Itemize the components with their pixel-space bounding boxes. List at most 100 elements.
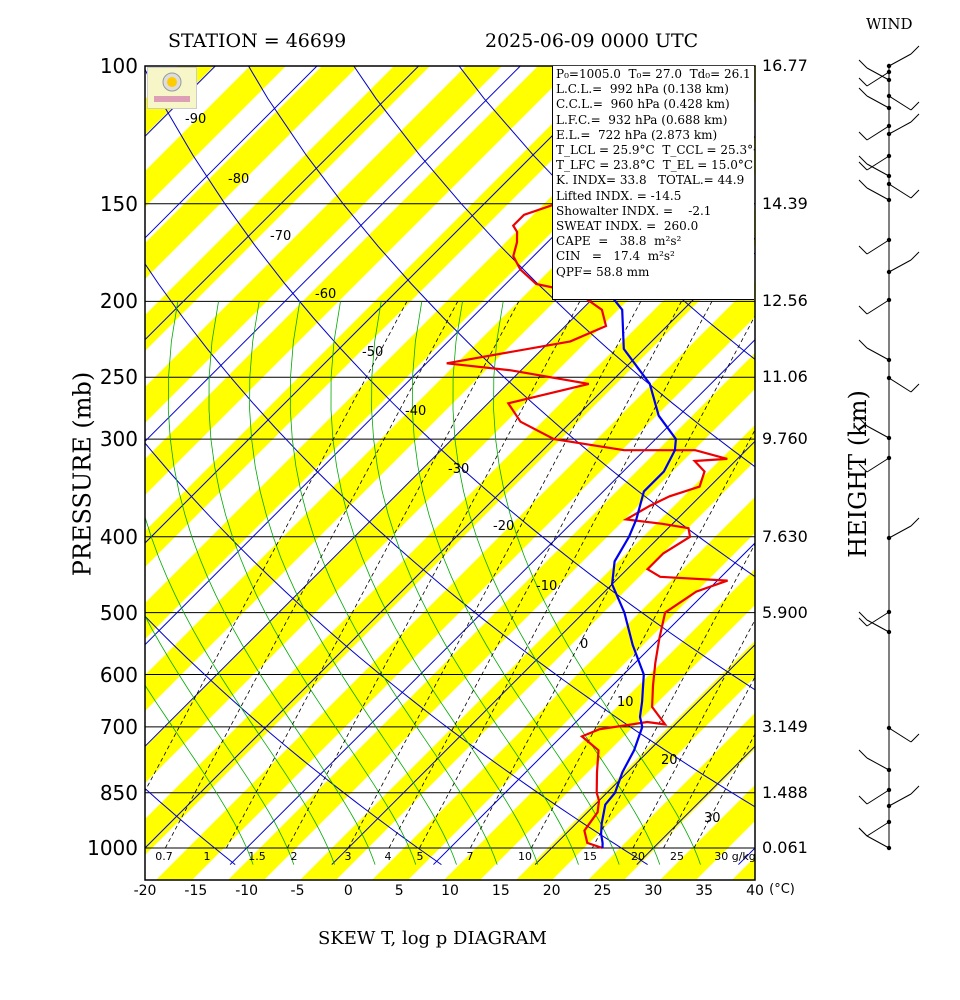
moist-adiabat-line [145,615,295,865]
adiabat-band [0,0,64,1000]
temperature-tick-label: -20 [133,883,157,899]
wind-header: WIND [866,15,913,33]
wind-barb-flag [910,383,920,393]
el-value: E.L.= 722 hPa (2.873 km) [556,127,718,142]
wind-barb [888,377,912,393]
moist-adiabat-line [145,684,254,865]
wind-barb-flag [858,617,868,627]
adiabat-band [732,857,755,880]
temperature-tick-label: 25 [593,883,612,899]
isotherm-line [0,30,48,864]
dry-adiabat-line [0,30,29,864]
mixing-ratio-label: 4 [384,850,392,863]
wind-barb [866,71,890,87]
wind-barb [866,457,890,473]
mixing-ratio-label: 0.7 [155,850,173,863]
moist-adiabat-line [493,301,701,865]
wind-barb [888,525,912,539]
mixing-ratio-line [286,301,581,849]
temperature-tick-label: 15 [491,883,510,899]
ccl-value: C.C.L.= 960 hPa (0.428 km) [556,97,730,112]
mixing-ratio-label: 3 [344,850,352,863]
moist-adiabat-line [371,301,579,865]
datetime: 2025-06-09 0000 UTC [485,30,699,52]
wind-barb [866,239,890,255]
lfc-value: L.F.C.= 932 hPa (0.688 km) [556,112,728,127]
mixing-ratio-line [145,301,408,792]
chart-title: SKEW T, log p DIAGRAM [318,928,547,949]
pressure-label: 850 [99,780,138,805]
isotherm-line [229,338,755,865]
isotherm-label: -10 [536,579,557,594]
wind-barb [866,757,890,771]
wind-barb [888,121,912,135]
wind-barb-flag [858,611,868,621]
mixing-ratio-label: 5 [416,850,424,863]
adiabat-band [156,281,755,880]
adiabat-band [660,785,755,880]
y-axis-label-right: HEIGHT (km) [843,390,872,558]
wind-barb-flag [858,179,868,189]
adiabat-band [145,66,286,207]
temperature-tick-label: 35 [695,883,714,899]
mixing-ratio-label: 2 [290,850,298,863]
wind-barb-flag [910,45,920,55]
mixing-ratio-label: 10 [518,850,532,863]
station-logo-icon [147,67,197,109]
wind-barb-flag [858,305,868,315]
adiabat-band [372,497,755,880]
wind-barb-flag [858,155,868,165]
wind-barb-flag [910,517,920,527]
isotherm-label: 10 [617,695,634,710]
mixing-ratio-label: 1.5 [248,850,266,863]
height-label: 16.77 [762,56,808,75]
height-label: 9.760 [762,429,808,449]
temperature-tick-label: 20 [542,883,561,899]
mixing-ratio-label: 30 g/kg [714,850,756,863]
wind-barb [866,835,890,849]
moist-adiabat-line [452,301,661,865]
wind-barb-flag [910,251,920,261]
wind-barb [866,155,890,171]
moist-adiabat-line [249,301,457,865]
temperature-tick-label: -5 [290,883,305,899]
height-label: 3.149 [762,716,808,736]
adiabat-band [900,0,960,1000]
pressure-label: 300 [99,427,138,452]
wind-barb [866,425,890,439]
isotherm-labels: -90 -80 -70 -60 -50 -40 -30 -20 -10 0 10 20 30 [185,112,721,826]
mixing-ratio-line [347,301,642,849]
temperature-trace [446,66,728,850]
cin-value: CIN = 17.4 m²s² [556,249,675,264]
pressure-label: 100 [99,54,138,78]
t-lfc-el: T_LFC = 23.8°C T_EL = 15.0°C [556,158,754,173]
wind-barb [866,619,890,633]
isotherm-label: 20 [661,753,678,768]
adiabat-band [145,66,502,423]
stability-indices-panel: P₀=1005.0 T₀= 27.0 Td₀= 26.1 L.C.L.= 992… [552,66,754,300]
cape-value: CAPE = 38.8 m²s² [556,234,682,249]
temp-unit: (°C) [769,882,795,897]
wind-barb [866,789,890,805]
adiabat-band [228,353,755,880]
isotherm-line [433,542,755,865]
mixing-ratio-label: 1 [203,850,211,863]
height-label: 11.06 [762,367,808,387]
sweat-index: SWEAT INDX. = 260.0 [556,219,699,234]
temperature-tick-label: 5 [394,883,404,899]
height-label: 0.061 [762,838,808,857]
mixing-ratio-line [469,315,755,849]
wind-barb-flag [858,463,868,473]
adiabat-band [516,641,755,880]
pressure-label: 150 [99,191,138,216]
temperature-tick-label: 10 [441,883,459,899]
height-label: 12.56 [762,291,808,311]
lifted-index: Lifted INDX. = -14.5 [556,188,682,203]
adiabat-band [444,569,755,880]
isotherm-line [145,66,522,443]
wind-barb-flag [858,87,868,97]
mixing-ratio-label: 7 [466,850,474,863]
isotherm-label: -40 [405,404,426,419]
mixing-ratio-label: 20 [631,850,645,863]
moist-adiabat-line [167,301,376,865]
